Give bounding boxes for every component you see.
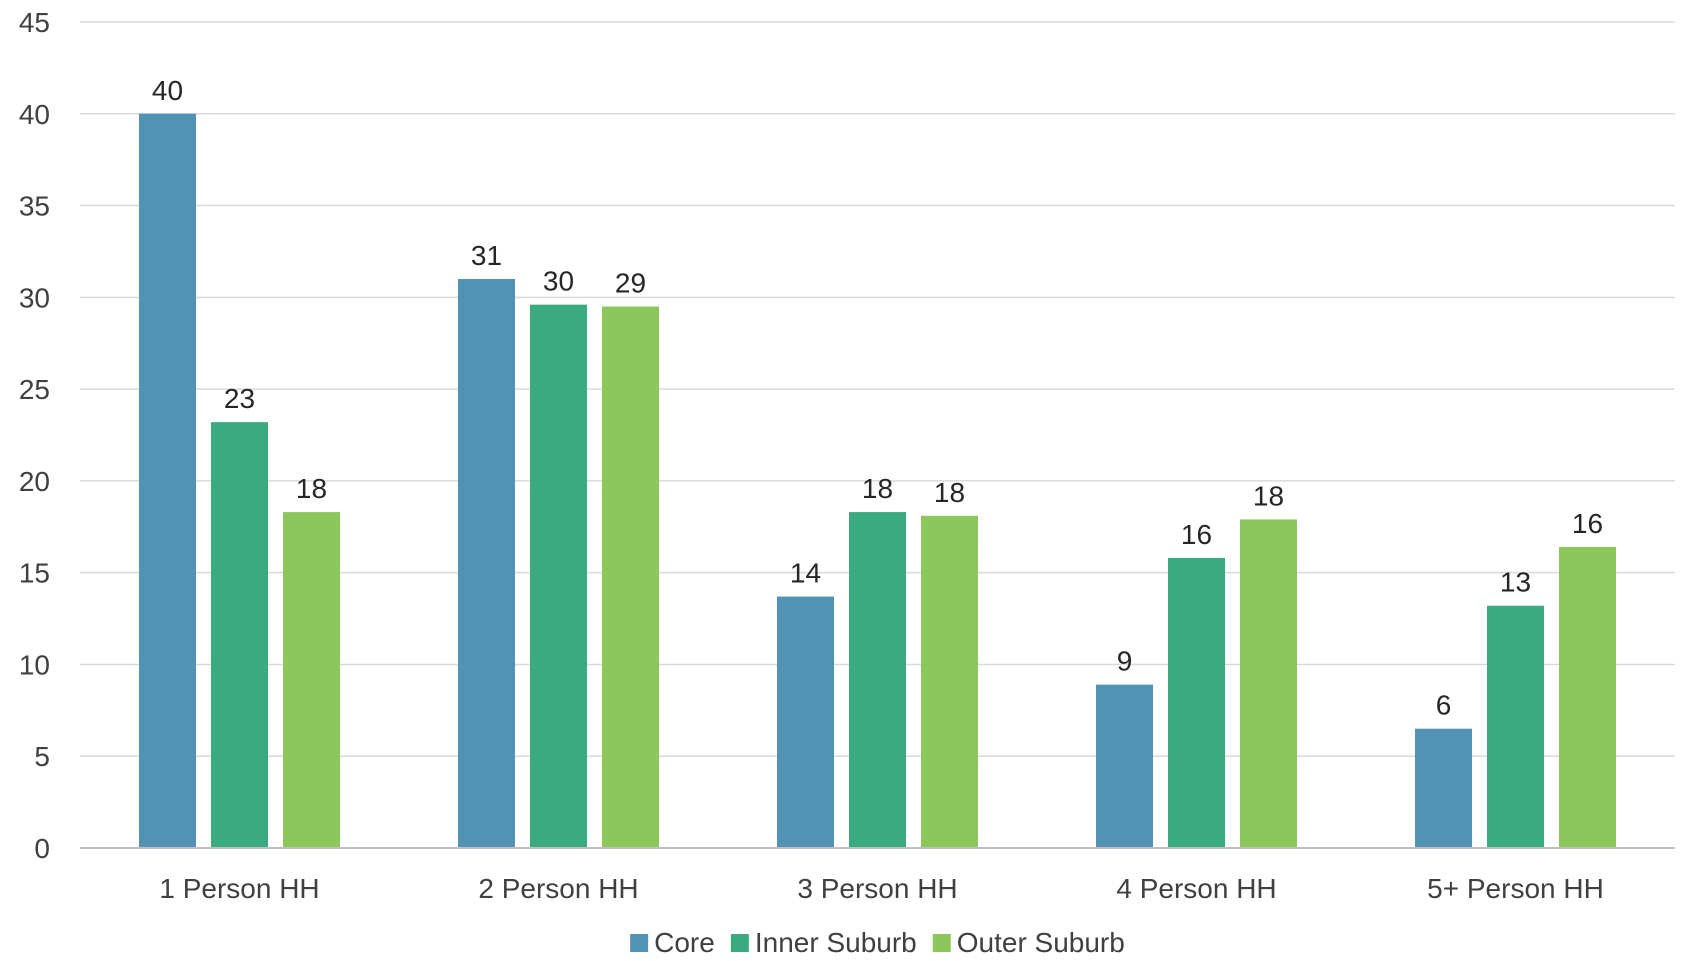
- data-label: 30: [543, 266, 574, 297]
- x-category-label: 2 Person HH: [478, 873, 638, 904]
- bar: [283, 512, 340, 848]
- bar: [139, 113, 196, 849]
- y-tick-label: 5: [34, 741, 50, 772]
- y-tick-label: 35: [19, 191, 50, 222]
- data-label: 31: [471, 240, 502, 271]
- bars: [139, 113, 1616, 849]
- data-label: 18: [934, 477, 965, 508]
- legend-swatch: [630, 934, 649, 952]
- data-label: 18: [1253, 480, 1284, 511]
- bar: [1240, 519, 1297, 848]
- data-label: 14: [790, 558, 821, 589]
- bar: [1415, 728, 1472, 848]
- legend-label: Core: [654, 927, 715, 958]
- x-category-label: 4 Person HH: [1116, 873, 1276, 904]
- bar: [458, 278, 515, 848]
- x-category-label: 3 Person HH: [797, 873, 957, 904]
- bar: [849, 512, 906, 848]
- y-tick-label: 45: [19, 7, 50, 38]
- bar: [1559, 546, 1616, 848]
- x-category-label: 5+ Person HH: [1427, 873, 1604, 904]
- bar: [1487, 605, 1544, 848]
- y-tick-label: 10: [19, 649, 50, 680]
- y-tick-label: 40: [19, 99, 50, 130]
- bar: [777, 596, 834, 848]
- legend-label: Inner Suburb: [755, 927, 917, 958]
- gridlines: [80, 21, 1675, 757]
- bar: [211, 422, 268, 848]
- legend-swatch: [932, 934, 951, 952]
- x-axis-category-labels: 1 Person HH 2 Person HH 3 Person HH 4 Perso…: [159, 873, 1603, 904]
- data-label: 18: [862, 473, 893, 504]
- data-label: 16: [1572, 508, 1603, 539]
- data-label: 23: [224, 383, 255, 414]
- data-label: 16: [1181, 519, 1212, 550]
- x-category-label: 1 Person HH: [159, 873, 319, 904]
- data-label: 18: [296, 473, 327, 504]
- y-tick-label: 30: [19, 282, 50, 313]
- bar: [921, 515, 978, 848]
- data-label: 9: [1117, 646, 1133, 677]
- data-label: 40: [152, 75, 183, 106]
- y-tick-label: 20: [19, 466, 50, 497]
- data-label: 29: [615, 268, 646, 299]
- legend: Core Inner Suburb Outer Suburb: [630, 927, 1125, 958]
- y-tick-label: 25: [19, 374, 50, 405]
- y-axis-tick-labels: 0 5 10 15 20 25 30 35 40 45: [19, 7, 50, 864]
- bar: [530, 304, 587, 849]
- data-label: 13: [1500, 567, 1531, 598]
- bar: [1168, 557, 1225, 848]
- bar: [1096, 684, 1153, 848]
- y-tick-label: 15: [19, 558, 50, 589]
- data-label: 6: [1436, 690, 1452, 721]
- data-labels: 40 23 18 31 30 29 14 18 18 9 16 18 6 13 16: [152, 75, 1603, 721]
- legend-label: Outer Suburb: [957, 927, 1125, 958]
- bar: [602, 306, 659, 848]
- y-tick-label: 0: [34, 833, 50, 864]
- legend-swatch: [730, 934, 749, 952]
